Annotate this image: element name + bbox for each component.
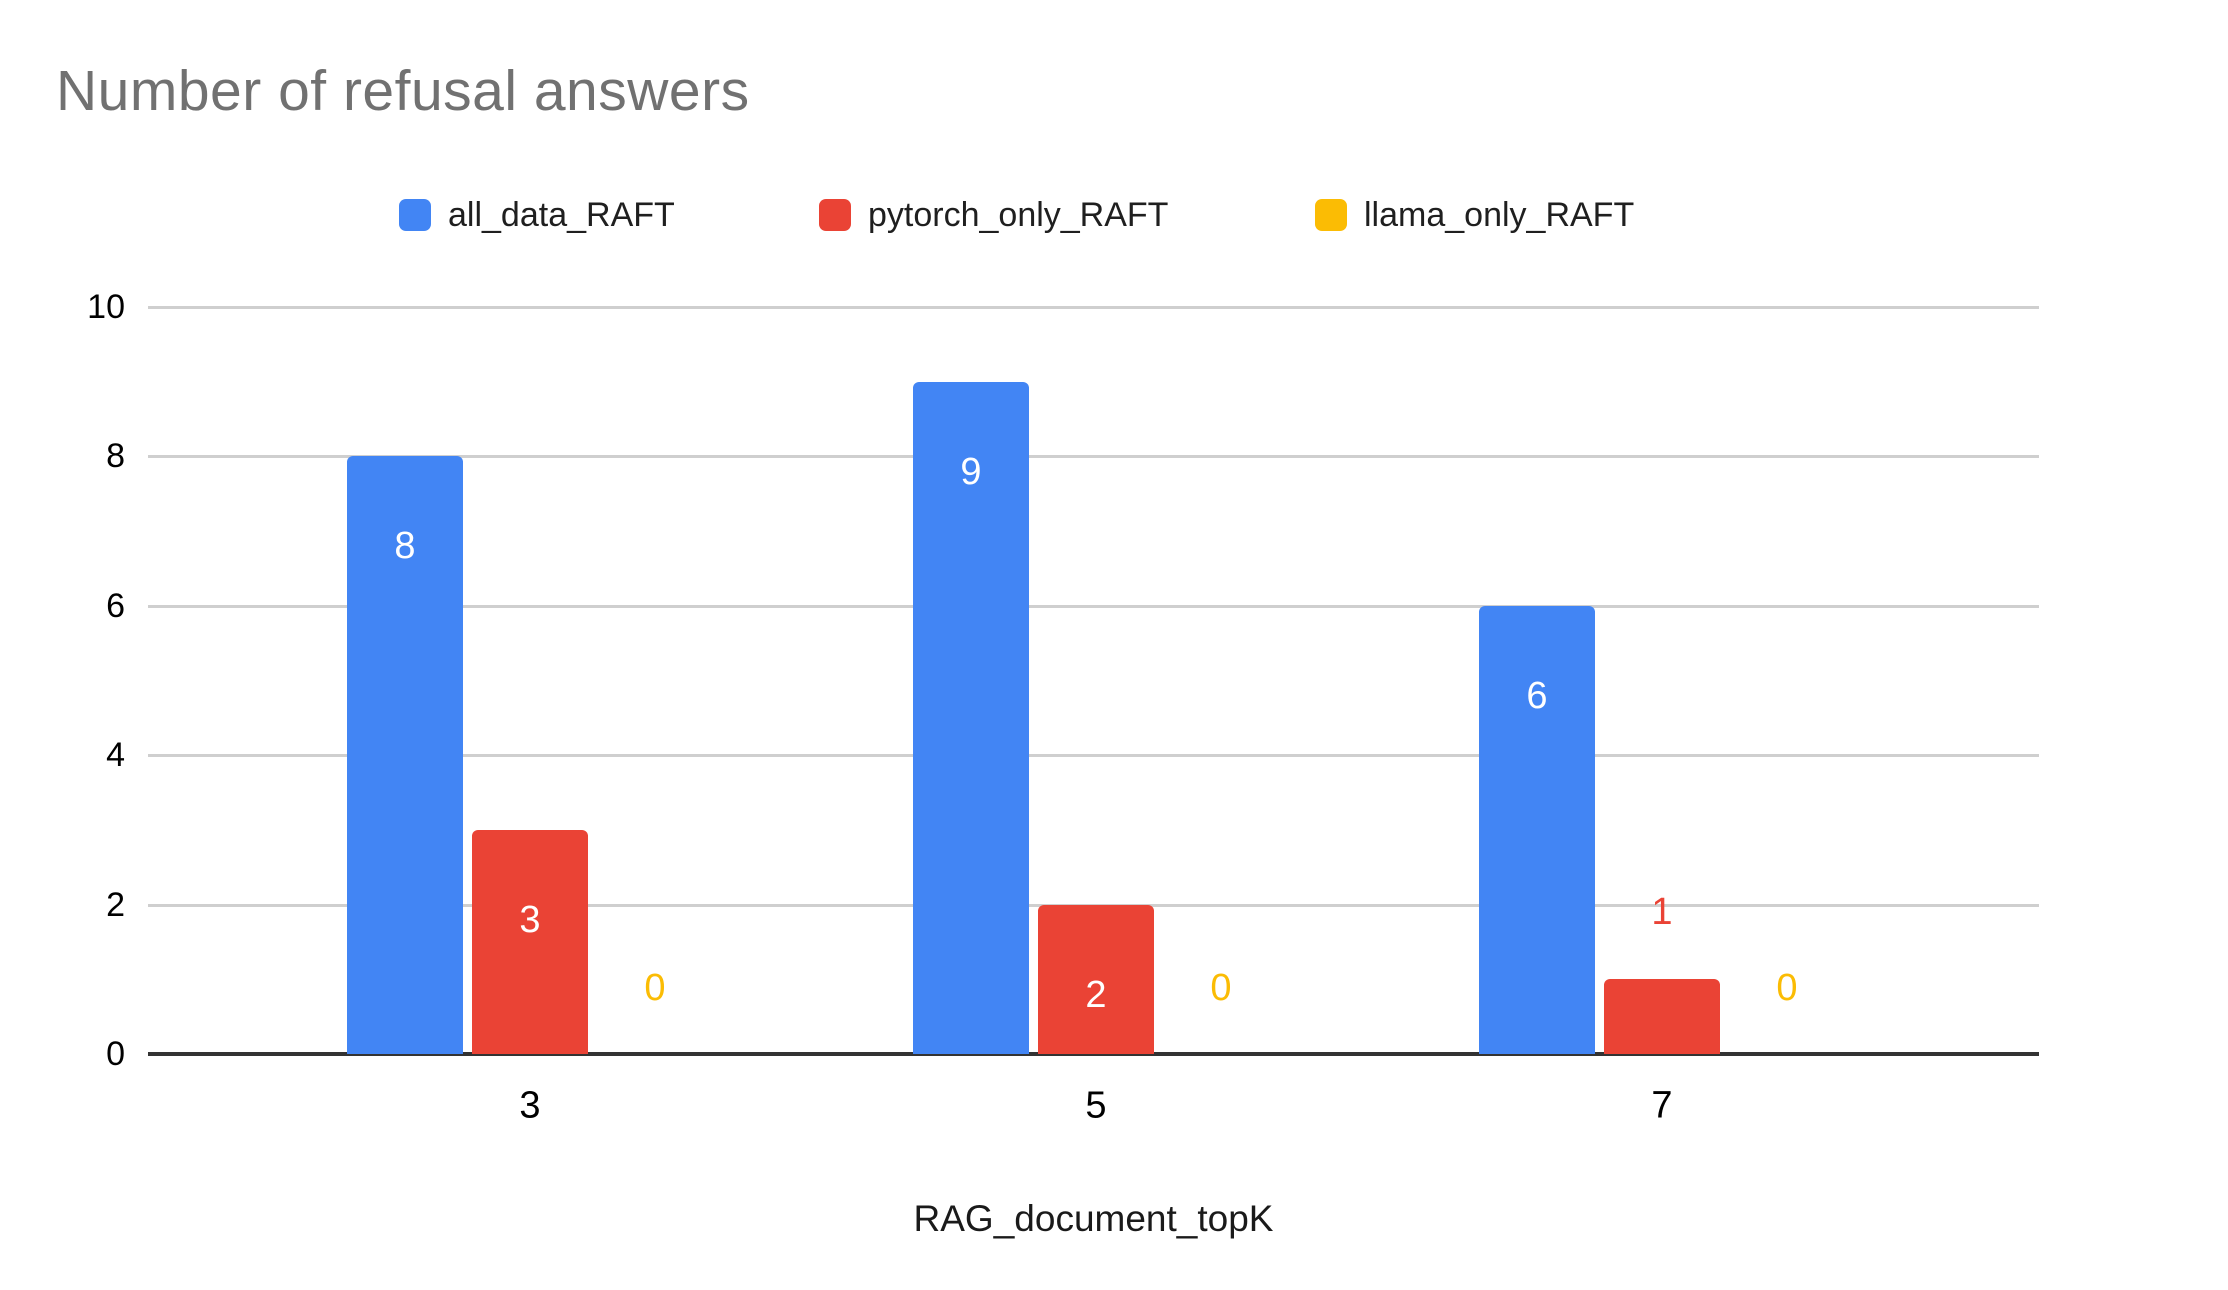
legend-item-pytorch_only_RAFT[interactable]: pytorch_only_RAFT bbox=[819, 195, 1169, 234]
bar-pytorch_only_RAFT-cat7[interactable] bbox=[1604, 979, 1720, 1054]
y-tick-label-2: 2 bbox=[106, 885, 125, 924]
gridline-8 bbox=[148, 455, 2039, 459]
bar-value-label-all_data_RAFT-cat5: 9 bbox=[960, 451, 982, 493]
legend-color-swatch-icon bbox=[1315, 199, 1347, 231]
bar-value-label-pytorch_only_RAFT-cat7: 1 bbox=[1651, 891, 1673, 933]
bar-all_data_RAFT-cat5[interactable] bbox=[913, 382, 1029, 1054]
y-tick-label-6: 6 bbox=[106, 586, 125, 625]
legend-item-all_data_RAFT[interactable]: all_data_RAFT bbox=[399, 195, 675, 234]
x-axis-title: RAG_document_topK bbox=[913, 1198, 1274, 1239]
y-tick-label-0: 0 bbox=[106, 1035, 125, 1073]
y-tick-label-4: 4 bbox=[106, 736, 125, 775]
bar-value-label-pytorch_only_RAFT-cat5: 2 bbox=[1085, 974, 1107, 1016]
y-tick-label-10: 10 bbox=[87, 288, 125, 326]
x-category-label-7: 7 bbox=[1651, 1084, 1673, 1127]
legend-color-swatch-icon bbox=[819, 199, 851, 231]
bar-value-label-llama_only_RAFT-cat7: 0 bbox=[1776, 967, 1798, 1009]
bar-value-label-llama_only_RAFT-cat3: 0 bbox=[644, 967, 666, 1009]
legend-label: pytorch_only_RAFT bbox=[868, 195, 1169, 234]
bar-all_data_RAFT-cat3[interactable] bbox=[347, 456, 463, 1054]
bar-value-label-all_data_RAFT-cat3: 8 bbox=[394, 525, 416, 567]
bar-value-label-all_data_RAFT-cat7: 6 bbox=[1526, 675, 1548, 717]
gridline-10 bbox=[148, 306, 2039, 309]
bar-value-label-pytorch_only_RAFT-cat3: 3 bbox=[519, 899, 541, 941]
y-tick-label-8: 8 bbox=[106, 437, 125, 476]
bar-pytorch_only_RAFT-cat3[interactable] bbox=[472, 830, 588, 1054]
legend-label: all_data_RAFT bbox=[448, 195, 675, 234]
x-category-label-3: 3 bbox=[519, 1084, 541, 1127]
bar-value-label-llama_only_RAFT-cat5: 0 bbox=[1210, 967, 1232, 1009]
gridline-6 bbox=[148, 604, 2039, 608]
x-axis-baseline bbox=[148, 1052, 2039, 1056]
bar-all_data_RAFT-cat7[interactable] bbox=[1479, 606, 1595, 1054]
chart-title: Number of refusal answers bbox=[56, 59, 750, 123]
legend-label: llama_only_RAFT bbox=[1364, 195, 1635, 234]
legend-color-swatch-icon bbox=[399, 199, 431, 231]
bar-pytorch_only_RAFT-cat5[interactable] bbox=[1038, 905, 1154, 1054]
legend-item-llama_only_RAFT[interactable]: llama_only_RAFT bbox=[1315, 195, 1635, 234]
gridline-4 bbox=[148, 754, 2039, 758]
x-category-label-5: 5 bbox=[1085, 1084, 1107, 1127]
